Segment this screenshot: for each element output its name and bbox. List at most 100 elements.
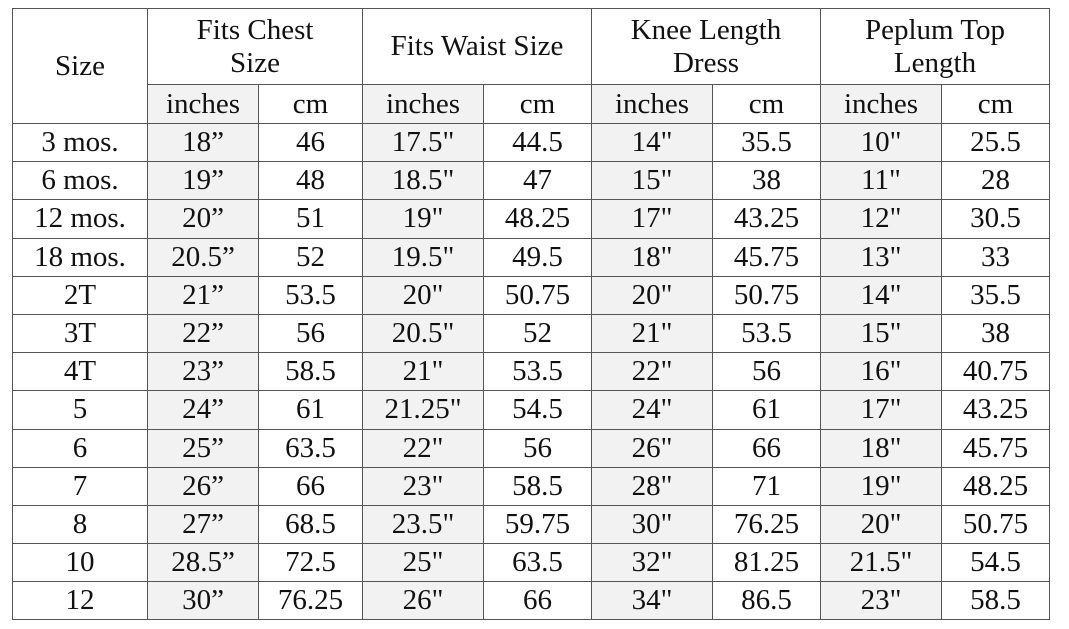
waist-header: Fits Waist Size	[362, 8, 592, 85]
table-row: 12 30” 76.25 26" 66 34" 86.5 23" 58.5	[12, 581, 1050, 621]
unit-cm-header: cm	[712, 84, 821, 124]
table-row: 18 mos. 20.5” 52 19.5" 49.5 18" 45.75 13" 33	[12, 237, 1050, 277]
inches-cell: 30”	[147, 581, 259, 621]
size-cell: 12 mos.	[12, 199, 148, 239]
cm-cell: 72.5	[258, 543, 363, 583]
inches-cell: 13"	[820, 237, 942, 277]
table-row: 2T 21” 53.5 20" 50.75 20" 50.75 14" 35.5	[12, 275, 1050, 315]
inches-cell: 23”	[147, 352, 259, 392]
table-row: 3T 22” 56 20.5" 52 21" 53.5 15" 38	[12, 313, 1050, 354]
inches-cell: 15"	[820, 313, 942, 354]
cm-cell: 38	[712, 161, 821, 201]
unit-inches-header: inches	[591, 84, 713, 124]
unit-cm-header: cm	[941, 84, 1050, 124]
inches-cell: 22”	[147, 313, 259, 354]
inches-cell: 21"	[362, 352, 484, 392]
size-cell: 6 mos.	[12, 161, 148, 201]
inches-cell: 28"	[591, 466, 713, 506]
table-row: 12 mos. 20” 51 19" 48.25 17" 43.25 12" 30.5	[12, 199, 1050, 239]
cm-cell: 61	[258, 390, 363, 430]
inches-cell: 25”	[147, 428, 259, 468]
cm-cell: 47	[483, 161, 592, 201]
cm-cell: 53.5	[712, 313, 821, 354]
cm-cell: 59.75	[483, 504, 592, 545]
inches-cell: 17"	[591, 199, 713, 239]
size-cell: 12	[12, 581, 148, 621]
inches-cell: 22"	[591, 352, 713, 392]
inches-cell: 26"	[591, 428, 713, 468]
inches-cell: 23.5"	[362, 504, 484, 545]
unit-inches-header: inches	[147, 84, 259, 124]
dress-header: Knee Length Dress	[591, 8, 821, 85]
inches-cell: 14"	[820, 275, 942, 315]
cm-cell: 28	[941, 161, 1050, 201]
cm-cell: 46	[258, 122, 363, 163]
inches-cell: 18”	[147, 122, 259, 163]
cm-cell: 53.5	[258, 275, 363, 315]
inches-cell: 23"	[820, 581, 942, 621]
inches-cell: 10"	[820, 122, 942, 163]
cm-cell: 50.75	[712, 275, 821, 315]
inches-cell: 16"	[820, 352, 942, 392]
cm-cell: 44.5	[483, 122, 592, 163]
cm-cell: 71	[712, 466, 821, 506]
cm-cell: 38	[941, 313, 1050, 354]
table-row: 6 25” 63.5 22" 56 26" 66 18" 45.75	[12, 428, 1050, 468]
table-row: 6 mos. 19” 48 18.5" 47 15" 38 11" 28	[12, 161, 1050, 201]
cm-cell: 81.25	[712, 543, 821, 583]
size-cell: 7	[12, 466, 148, 506]
inches-cell: 32"	[591, 543, 713, 583]
inches-cell: 18"	[820, 428, 942, 468]
unit-inches-header: inches	[362, 84, 484, 124]
cm-cell: 54.5	[483, 390, 592, 430]
inches-cell: 28.5”	[147, 543, 259, 583]
cm-cell: 51	[258, 199, 363, 239]
chest-header: Fits Chest Size	[147, 8, 363, 85]
inches-cell: 21"	[591, 313, 713, 354]
inches-cell: 25"	[362, 543, 484, 583]
table-row: 8 27” 68.5 23.5" 59.75 30" 76.25 20" 50.75	[12, 504, 1050, 545]
size-cell: 4T	[12, 352, 148, 392]
inches-cell: 19.5"	[362, 237, 484, 277]
size-cell: 3T	[12, 313, 148, 354]
cm-cell: 53.5	[483, 352, 592, 392]
cm-cell: 50.75	[941, 504, 1050, 545]
peplum-header: Peplum Top Length	[820, 8, 1050, 85]
inches-cell: 24"	[591, 390, 713, 430]
cm-cell: 48.25	[941, 466, 1050, 506]
size-cell: 6	[12, 428, 148, 468]
inches-cell: 23"	[362, 466, 484, 506]
cm-cell: 76.25	[258, 581, 363, 621]
cm-cell: 35.5	[941, 275, 1050, 315]
cm-cell: 49.5	[483, 237, 592, 277]
cm-cell: 58.5	[941, 581, 1050, 621]
inches-cell: 34"	[591, 581, 713, 621]
cm-cell: 25.5	[941, 122, 1050, 163]
cm-cell: 68.5	[258, 504, 363, 545]
inches-cell: 19"	[362, 199, 484, 239]
unit-inches-header: inches	[820, 84, 942, 124]
cm-cell: 76.25	[712, 504, 821, 545]
cm-cell: 63.5	[258, 428, 363, 468]
size-cell: 18 mos.	[12, 237, 148, 277]
cm-cell: 66	[258, 466, 363, 506]
inches-cell: 17.5"	[362, 122, 484, 163]
inches-cell: 15"	[591, 161, 713, 201]
cm-cell: 56	[258, 313, 363, 354]
table-row: 7 26” 66 23" 58.5 28" 71 19" 48.25	[12, 466, 1050, 506]
size-cell: 10	[12, 543, 148, 583]
table-row: 3 mos. 18” 46 17.5" 44.5 14" 35.5 10" 25.5	[12, 122, 1050, 163]
inches-cell: 22"	[362, 428, 484, 468]
cm-cell: 66	[712, 428, 821, 468]
inches-cell: 26"	[362, 581, 484, 621]
inches-cell: 20"	[591, 275, 713, 315]
inches-cell: 21”	[147, 275, 259, 315]
table-row: 10 28.5” 72.5 25" 63.5 32" 81.25 21.5" 54.5	[12, 543, 1050, 583]
cm-cell: 50.75	[483, 275, 592, 315]
cm-cell: 61	[712, 390, 821, 430]
inches-cell: 19”	[147, 161, 259, 201]
cm-cell: 30.5	[941, 199, 1050, 239]
size-cell: 3 mos.	[12, 122, 148, 163]
cm-cell: 58.5	[258, 352, 363, 392]
size-header: Size	[12, 8, 148, 124]
